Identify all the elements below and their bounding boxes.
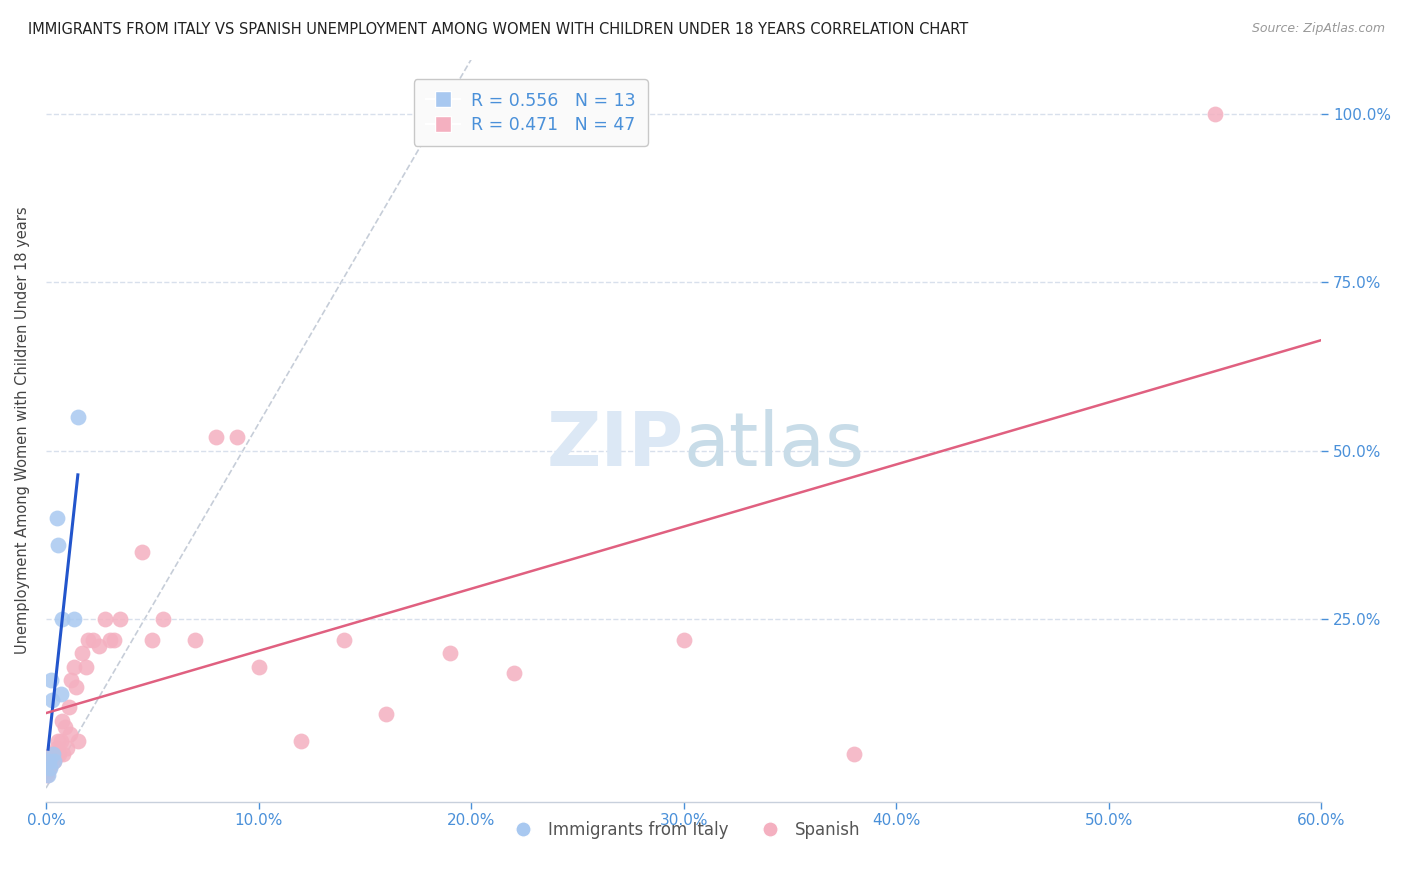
Y-axis label: Unemployment Among Women with Children Under 18 years: Unemployment Among Women with Children U…	[15, 207, 30, 655]
Point	[38, 761, 60, 775]
Point	[46, 538, 69, 552]
Point	[48, 747, 70, 762]
Text: atlas: atlas	[683, 409, 865, 482]
Point	[41, 693, 63, 707]
Point	[65, 680, 87, 694]
Point	[1204, 106, 1226, 120]
Point	[205, 430, 228, 444]
Point	[45, 511, 67, 525]
Point	[439, 646, 461, 660]
Point	[70, 646, 93, 660]
Point	[226, 430, 249, 444]
Point	[49, 687, 72, 701]
Point	[332, 632, 354, 647]
Point	[87, 640, 110, 654]
Point	[103, 632, 125, 647]
Point	[62, 659, 84, 673]
Point	[82, 632, 104, 647]
Text: IMMIGRANTS FROM ITALY VS SPANISH UNEMPLOYMENT AMONG WOMEN WITH CHILDREN UNDER 18: IMMIGRANTS FROM ITALY VS SPANISH UNEMPLO…	[28, 22, 969, 37]
Point	[44, 754, 66, 768]
Point	[51, 714, 73, 728]
Point	[94, 612, 117, 626]
Point	[131, 545, 153, 559]
Point	[98, 632, 121, 647]
Point	[59, 727, 82, 741]
Point	[41, 747, 63, 762]
Point	[152, 612, 174, 626]
Point	[49, 734, 72, 748]
Point	[44, 747, 66, 762]
Point	[45, 740, 67, 755]
Point	[39, 761, 62, 775]
Point	[42, 747, 65, 762]
Point	[66, 734, 89, 748]
Point	[39, 754, 62, 768]
Point	[75, 659, 97, 673]
Point	[52, 747, 75, 762]
Point	[58, 700, 80, 714]
Point	[46, 734, 69, 748]
Point	[37, 767, 59, 781]
Point	[51, 612, 73, 626]
Point	[38, 754, 60, 768]
Point	[56, 740, 79, 755]
Point	[35, 767, 58, 781]
Point	[42, 747, 65, 762]
Point	[290, 734, 312, 748]
Legend: Immigrants from Italy, Spanish: Immigrants from Italy, Spanish	[499, 814, 868, 846]
Point	[39, 673, 62, 688]
Point	[66, 410, 89, 425]
Point	[44, 754, 66, 768]
Point	[502, 666, 524, 681]
Point	[247, 659, 270, 673]
Text: ZIP: ZIP	[547, 409, 683, 482]
Point	[60, 673, 83, 688]
Point	[110, 612, 132, 626]
Point	[77, 632, 100, 647]
Point	[184, 632, 207, 647]
Point	[672, 632, 695, 647]
Point	[842, 747, 865, 762]
Point	[375, 706, 398, 721]
Text: Source: ZipAtlas.com: Source: ZipAtlas.com	[1251, 22, 1385, 36]
Point	[141, 632, 163, 647]
Point	[39, 750, 62, 764]
Point	[53, 720, 76, 734]
Point	[62, 612, 84, 626]
Point	[37, 764, 59, 779]
